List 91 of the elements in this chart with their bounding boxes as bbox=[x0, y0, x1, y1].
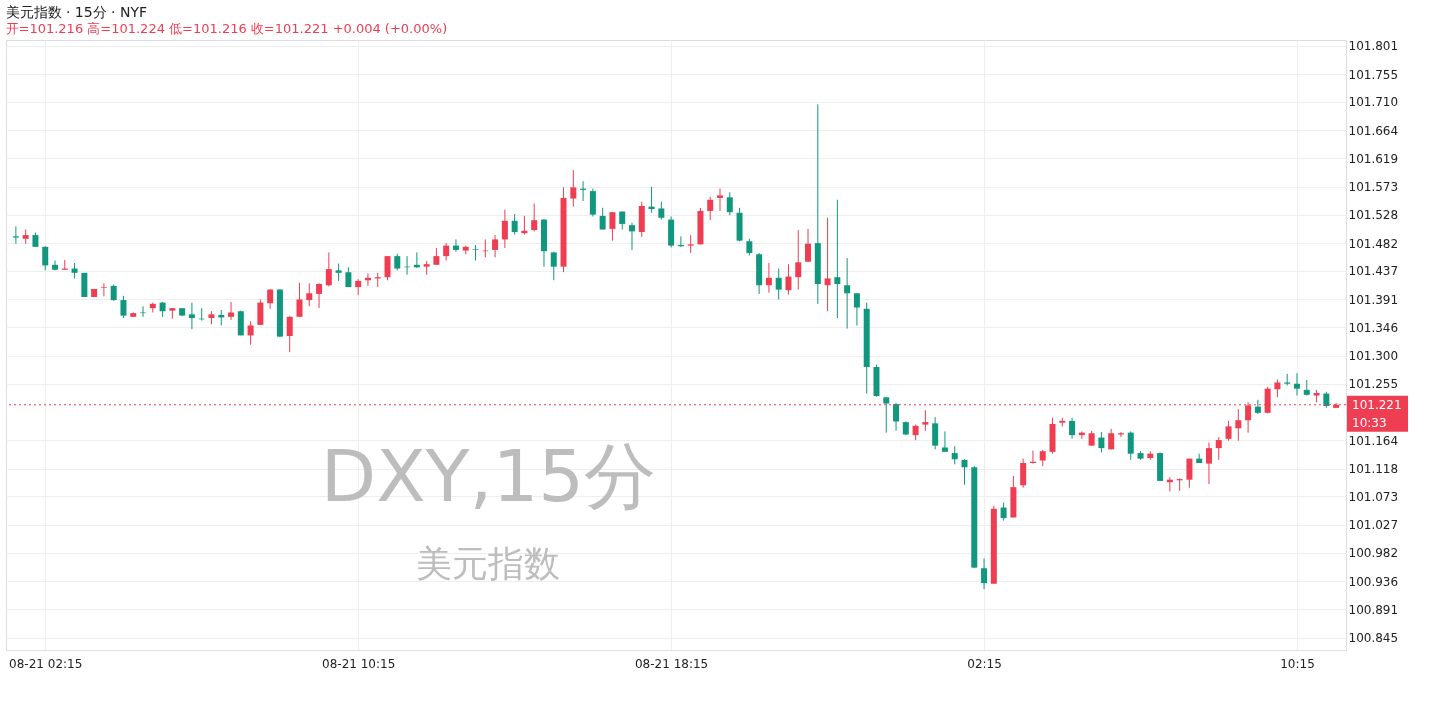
candlestick bbox=[188, 302, 195, 330]
candlestick bbox=[883, 396, 890, 434]
candlestick bbox=[570, 169, 577, 208]
y-tick-label: 101.391 bbox=[1348, 292, 1399, 307]
candlestick bbox=[511, 213, 518, 235]
x-tick-label: 10:15 bbox=[1280, 656, 1315, 671]
chart-subtitle: 开=101.216 高=101.224 低=101.216 收=101.221 +0.004 (+0.00%) bbox=[5, 20, 448, 36]
y-tick-label: 101.346 bbox=[1348, 320, 1399, 335]
candlestick bbox=[247, 320, 254, 346]
y-tick-label: 101.619 bbox=[1348, 151, 1399, 166]
candlestick bbox=[1127, 430, 1134, 461]
y-tick-label: 100.845 bbox=[1348, 631, 1399, 646]
candlestick bbox=[501, 209, 508, 249]
candlestick bbox=[775, 268, 782, 300]
candlestick bbox=[707, 196, 714, 221]
chart-title: 美元指数 · 15分 · NYF bbox=[5, 3, 148, 20]
y-tick-label: 100.982 bbox=[1348, 546, 1399, 561]
candlestick bbox=[286, 315, 293, 353]
candlestick bbox=[609, 211, 616, 242]
y-tick-label: 101.528 bbox=[1348, 208, 1399, 223]
candlestick bbox=[1254, 399, 1261, 415]
candlestick bbox=[628, 222, 635, 251]
candlestick bbox=[599, 207, 606, 230]
candlestick bbox=[1293, 372, 1300, 396]
candlestick bbox=[228, 301, 235, 321]
candlestick bbox=[961, 458, 968, 486]
candlestick bbox=[325, 251, 332, 287]
candlestick bbox=[824, 217, 831, 312]
annotation: 美元指数 bbox=[416, 542, 561, 584]
candlestick bbox=[140, 305, 147, 318]
candlestick bbox=[1235, 408, 1242, 442]
y-tick-label: 101.027 bbox=[1348, 518, 1399, 533]
candlestick bbox=[834, 199, 841, 319]
y-tick-label: 101.482 bbox=[1348, 236, 1399, 251]
ref-line-label: 101.221 bbox=[1352, 397, 1402, 412]
y-tick-label: 100.891 bbox=[1348, 602, 1399, 617]
candlestick bbox=[452, 238, 459, 253]
y-tick-label: 100.936 bbox=[1348, 574, 1399, 589]
candlestick bbox=[1215, 436, 1222, 461]
candlestick bbox=[316, 282, 323, 309]
y-tick-label: 101.073 bbox=[1348, 489, 1399, 504]
candlestick bbox=[941, 430, 948, 453]
candlestick bbox=[765, 262, 772, 294]
candlestick bbox=[1098, 431, 1105, 453]
candlestick bbox=[52, 259, 59, 271]
candlestick bbox=[1225, 420, 1232, 442]
candlestick bbox=[981, 557, 988, 590]
x-tick-label: 08-21 10:15 bbox=[322, 656, 396, 671]
candlestick bbox=[120, 295, 127, 319]
candlestick bbox=[717, 188, 724, 212]
candlestick bbox=[257, 298, 264, 326]
candlestick bbox=[932, 416, 939, 450]
y-tick-label: 101.437 bbox=[1348, 264, 1399, 279]
candlestick bbox=[726, 191, 733, 216]
candlestick bbox=[1020, 458, 1027, 489]
x-tick-label: 08-21 02:15 bbox=[9, 656, 83, 671]
y-tick-label: 101.300 bbox=[1348, 349, 1399, 364]
y-tick-label: 101.118 bbox=[1348, 462, 1399, 477]
y-tick-label: 101.664 bbox=[1348, 123, 1399, 138]
x-tick-label: 08-21 18:15 bbox=[634, 656, 709, 671]
candlestick bbox=[893, 402, 900, 432]
candlestick bbox=[795, 229, 802, 291]
candlestick bbox=[296, 282, 303, 318]
text: 10:33 bbox=[1352, 415, 1387, 430]
y-tick-label: 101.255 bbox=[1348, 377, 1399, 392]
candlestick bbox=[589, 188, 596, 217]
y-tick-label: 101.164 bbox=[1348, 433, 1399, 448]
candlestick bbox=[844, 257, 851, 330]
candlestick bbox=[100, 282, 107, 297]
y-tick-label: 101.573 bbox=[1348, 180, 1399, 195]
y-tick-label: 101.801 bbox=[1348, 39, 1399, 54]
candlestick bbox=[306, 282, 313, 307]
candlestick bbox=[472, 244, 479, 261]
candlestick bbox=[267, 288, 274, 310]
candlestick bbox=[531, 202, 538, 232]
candlestick bbox=[1205, 442, 1212, 485]
annotation: DXY,15分 bbox=[320, 434, 657, 519]
candlestick bbox=[1186, 458, 1193, 489]
candlestick bbox=[492, 234, 499, 258]
x-tick-label: 02:15 bbox=[967, 656, 1002, 671]
candlestick bbox=[1069, 417, 1076, 440]
candlestick bbox=[12, 225, 19, 245]
y-tick-label: 101.755 bbox=[1348, 67, 1399, 82]
y-tick-label: 101.710 bbox=[1348, 95, 1399, 110]
candlestick bbox=[550, 251, 557, 281]
candlestick bbox=[42, 245, 49, 271]
candlestick bbox=[922, 409, 929, 432]
candlestick bbox=[384, 255, 391, 281]
candlestick bbox=[805, 228, 812, 263]
candlestick bbox=[853, 292, 860, 326]
candlestick bbox=[785, 263, 792, 296]
